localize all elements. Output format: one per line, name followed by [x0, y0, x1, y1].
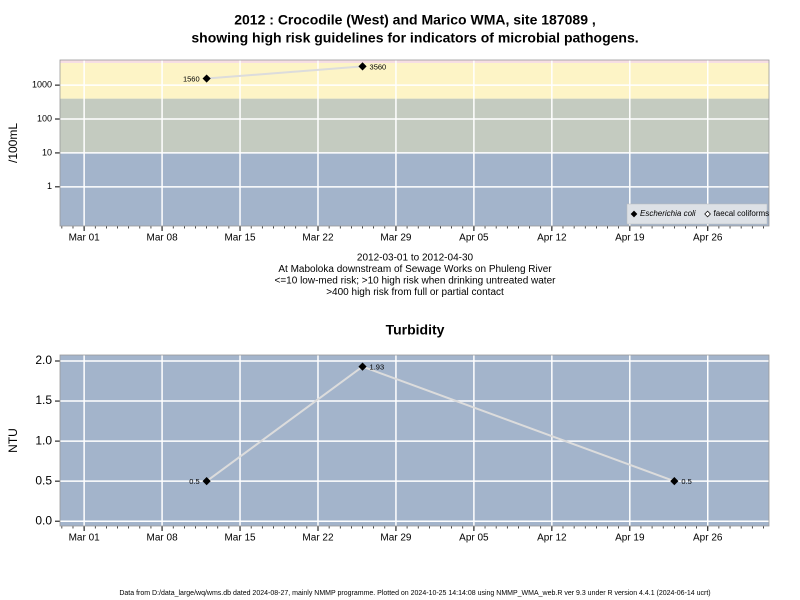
data-point — [670, 477, 679, 486]
data-label: 1.93 — [370, 363, 385, 372]
y-axis-label: NTU — [6, 428, 20, 453]
y-axis-label: /100mL — [6, 123, 20, 163]
x-tick-label: Apr 12 — [537, 233, 567, 244]
x-tick-label: Apr 19 — [615, 533, 645, 544]
chart-title: 2012 : Crocodile (West) and Marico WMA, … — [234, 12, 596, 28]
y-tick-label: 1000 — [32, 79, 52, 89]
data-point — [202, 74, 211, 83]
note: At Maboloka downstream of Sewage Works o… — [278, 264, 552, 275]
x-tick-label: Mar 29 — [380, 233, 412, 244]
x-tick-label: Mar 15 — [224, 233, 256, 244]
y-tick-label: 0.0 — [35, 513, 52, 527]
x-tick-label: Mar 15 — [224, 533, 256, 544]
legend-label: faecal coliforms — [714, 209, 770, 218]
y-tick-label: 1.0 — [35, 433, 52, 447]
y-tick-label: 0.5 — [35, 473, 52, 487]
data-label: 0.5 — [681, 477, 691, 486]
data-label: 1560 — [183, 75, 200, 84]
y-tick-label: 100 — [37, 113, 52, 123]
legend: Escherichia coli faecal coliforms — [626, 203, 770, 225]
x-tick-label: Mar 22 — [302, 533, 334, 544]
y-tick-label: 1 — [47, 181, 52, 191]
note: 2012-03-01 to 2012-04-30 — [357, 253, 474, 264]
legend-marker — [630, 210, 638, 218]
note: <=10 low-med risk; >10 high risk when dr… — [275, 276, 557, 287]
x-tick-label: Mar 08 — [147, 233, 179, 244]
risk-band — [60, 60, 769, 63]
x-tick-label: Mar 08 — [147, 533, 179, 544]
x-tick-label: Mar 22 — [302, 233, 334, 244]
x-tick-label: Apr 26 — [693, 533, 723, 544]
plot-frame — [59, 354, 770, 527]
risk-band — [60, 62, 769, 99]
series-line — [206, 65, 363, 80]
y-tick-label: 2.0 — [35, 353, 52, 367]
data-label: 0.5 — [189, 477, 199, 486]
legend-box — [626, 203, 768, 225]
data-label: 3560 — [370, 62, 387, 71]
data-point — [358, 62, 367, 71]
x-tick-label: Apr 05 — [459, 233, 489, 244]
y-tick-label: 1.5 — [35, 393, 52, 407]
data-point — [202, 477, 211, 486]
x-tick-label: Apr 12 — [537, 533, 567, 544]
x-tick-label: Apr 26 — [693, 233, 723, 244]
chart-subtitle: showing high risk guidelines for indicat… — [191, 30, 638, 46]
y-tick-label: 10 — [42, 147, 52, 157]
x-tick-label: Apr 19 — [615, 233, 645, 244]
legend-marker — [704, 210, 711, 218]
x-tick-label: Mar 01 — [69, 233, 101, 244]
legend-label: Escherichia coli — [640, 209, 696, 218]
risk-band — [60, 98, 769, 153]
x-tick-label: Apr 05 — [459, 533, 489, 544]
plot-frame — [59, 59, 770, 227]
x-tick-label: Mar 01 — [69, 533, 101, 544]
note: >400 high risk from full or partial cont… — [326, 287, 504, 298]
footer: Data from D:/data_large/wq/wms.db dated … — [119, 590, 710, 597]
x-tick-label: Mar 29 — [380, 533, 412, 544]
data-point — [358, 362, 367, 371]
chart-title: Turbidity — [386, 322, 445, 338]
